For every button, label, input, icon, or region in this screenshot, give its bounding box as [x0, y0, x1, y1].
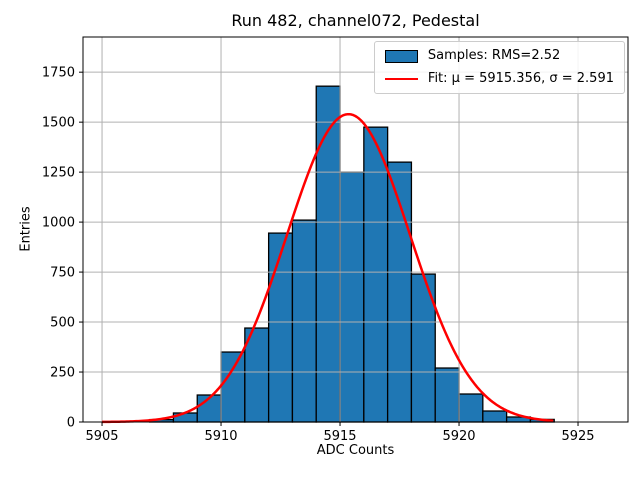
histogram-bar [291, 219, 317, 423]
y-axis-label: Entries [18, 206, 34, 252]
chart-title: Run 482, channel072, Pedestal [231, 11, 480, 30]
histogram-bars [148, 85, 555, 423]
legend: Samples: RMS=2.52 Fit: μ = 5915.356, σ =… [373, 41, 625, 94]
histogram-bar [434, 367, 460, 423]
fit-line-swatch [384, 78, 418, 80]
y-tick-label: 500 [50, 316, 75, 331]
histogram-bar [458, 393, 484, 423]
x-axis-label: ADC Counts [316, 443, 395, 458]
x-tick-label: 5910 [204, 429, 237, 444]
histogram-bar [267, 232, 294, 423]
axes-layer: 5905 5910 5915 5920 5925 0 250 500 750 1000 1250 15… [42, 36, 629, 444]
x-tick-label: 5925 [561, 429, 594, 444]
y-tick-label: 250 [50, 366, 75, 381]
histogram-bar [482, 410, 508, 423]
x-tick-label: 5920 [442, 429, 475, 444]
samples-patch-swatch [384, 49, 418, 63]
y-tick-label: 750 [50, 266, 75, 281]
legend-item-fit: Fit: μ = 5915.356, σ = 2.591 [384, 71, 614, 87]
axes-spines [82, 36, 629, 423]
legend-label-fit: Fit: μ = 5915.356, σ = 2.591 [427, 71, 614, 86]
x-tick-label: 5915 [323, 429, 356, 444]
fit-curve [102, 112, 554, 424]
y-tick-label: 1750 [42, 66, 75, 81]
fit-curve-layer [102, 112, 554, 424]
y-tick-label: 1500 [42, 116, 75, 131]
histogram-bar [339, 171, 365, 423]
y-tick-label: 1250 [42, 166, 75, 181]
y-tick-label: 1000 [42, 216, 75, 231]
y-tick-label: 0 [67, 416, 75, 431]
histogram-bar [363, 126, 389, 423]
legend-item-samples: Samples: RMS=2.52 [384, 48, 614, 64]
x-tick-label: 5905 [85, 429, 118, 444]
legend-label-samples: Samples: RMS=2.52 [427, 48, 561, 63]
histogram-bar [220, 351, 246, 423]
